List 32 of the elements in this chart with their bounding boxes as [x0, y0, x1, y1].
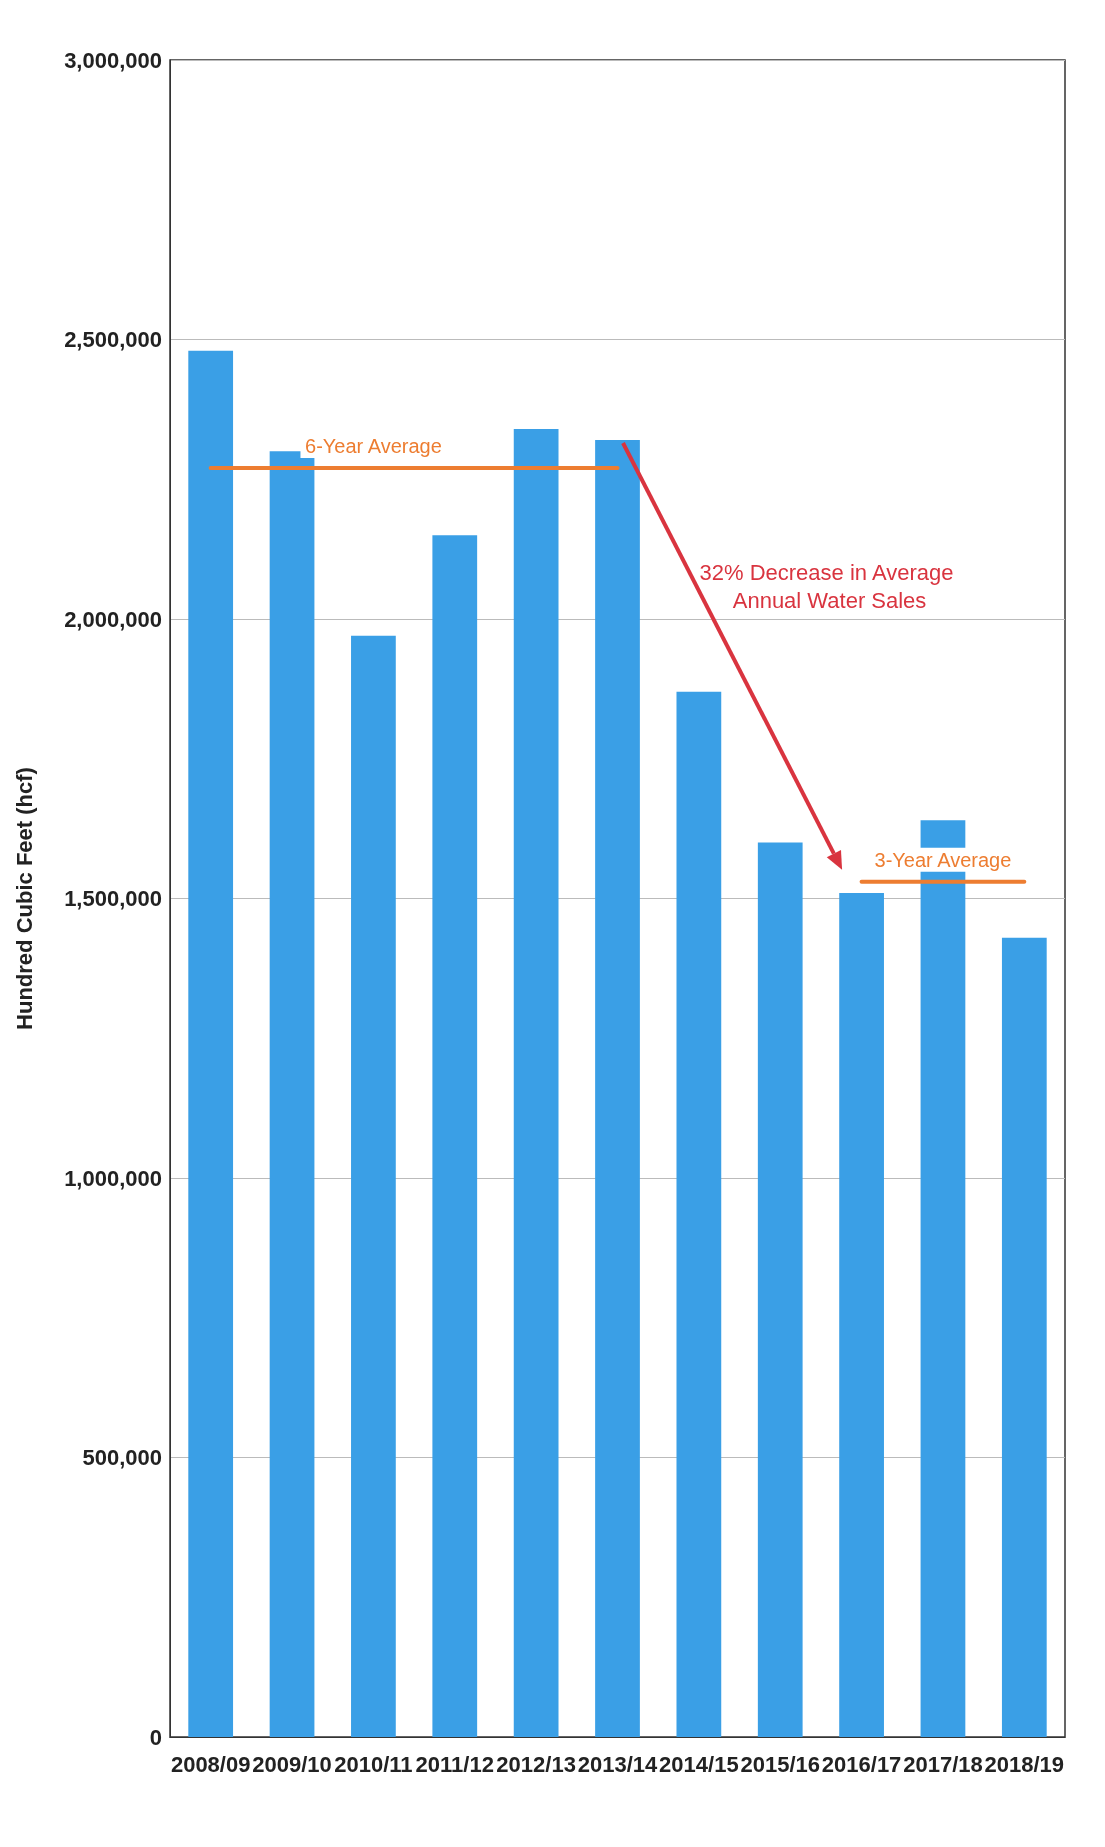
bar [269, 451, 315, 1737]
y-tick-label: 1,500,000 [64, 886, 162, 911]
annotation: 32% Decrease in Average Annual Water Sales [699, 560, 960, 614]
y-axis-title: Hundred Cubic Feet (hcf) [11, 767, 37, 1030]
bar [595, 440, 640, 1737]
bar [351, 635, 396, 1737]
x-tick-label: 2010/11 [334, 1751, 413, 1777]
bar [839, 892, 884, 1737]
bar [188, 350, 234, 1737]
x-tick-label: 2013/14 [577, 1751, 659, 1777]
x-tick-label: 2016/17 [821, 1751, 902, 1777]
x-tick-label: 2011/12 [415, 1751, 494, 1777]
bar [757, 842, 803, 1737]
y-tick-label: 0 [149, 1724, 162, 1750]
y-tick-label: 3,000,000 [64, 47, 162, 73]
x-tick-label: 2009/10 [252, 1751, 332, 1777]
bar [432, 535, 478, 1737]
x-tick-label: 2012/13 [496, 1751, 576, 1777]
x-tick-label: 2018/19 [984, 1751, 1065, 1777]
x-tick-label: 2008/09 [170, 1751, 251, 1777]
bar [676, 691, 722, 1737]
y-tick-label: 500,000 [82, 1445, 162, 1470]
y-tick-label: 2,000,000 [64, 606, 162, 632]
x-tick-label: 2015/16 [740, 1751, 820, 1777]
bar [1001, 937, 1047, 1737]
y-tick-label: 1,000,000 [64, 1165, 162, 1191]
series-label: 3-Year Average [874, 848, 1012, 871]
y-tick-label: 2,500,000 [64, 327, 162, 352]
series-label: 6-Year Average [305, 435, 442, 458]
x-tick-label: 2017/18 [903, 1751, 983, 1777]
x-tick-label: 2014/15 [659, 1751, 739, 1777]
bar [513, 428, 559, 1737]
